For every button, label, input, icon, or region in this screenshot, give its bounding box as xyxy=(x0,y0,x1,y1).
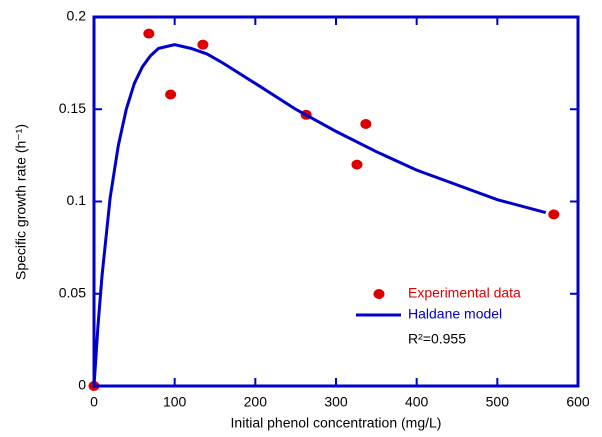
y-axis-label: Specific growth rate (h⁻¹) xyxy=(13,124,29,280)
x-tick-label: 200 xyxy=(244,394,268,410)
x-tick-label: 400 xyxy=(405,394,429,410)
legend-marker xyxy=(373,289,385,299)
x-axis-label: Initial phenol concentration (mg/L) xyxy=(231,415,442,431)
data-point xyxy=(548,209,560,220)
model-line xyxy=(92,43,547,387)
x-tick-label: 500 xyxy=(486,394,510,410)
y-tick-label: 0.2 xyxy=(67,8,87,24)
x-tick-label: 0 xyxy=(90,394,98,410)
y-tick-label: 0 xyxy=(78,377,86,393)
x-tick-label: 100 xyxy=(163,394,187,410)
data-point xyxy=(360,119,372,130)
data-point xyxy=(143,28,155,39)
data-point xyxy=(165,89,177,100)
y-tick-label: 0.05 xyxy=(59,284,86,300)
annotation: R²=0.955 xyxy=(408,331,466,347)
plot-frame xyxy=(92,15,580,388)
data-point xyxy=(351,159,363,170)
y-tick-label: 0.1 xyxy=(67,192,87,208)
y-tick-label: 0.15 xyxy=(59,100,86,116)
legend-label: Experimental data xyxy=(408,285,521,301)
legend-label: Haldane model xyxy=(408,306,502,322)
data-point xyxy=(197,39,209,50)
x-tick-label: 300 xyxy=(324,394,348,410)
x-tick-label: 600 xyxy=(566,394,590,410)
